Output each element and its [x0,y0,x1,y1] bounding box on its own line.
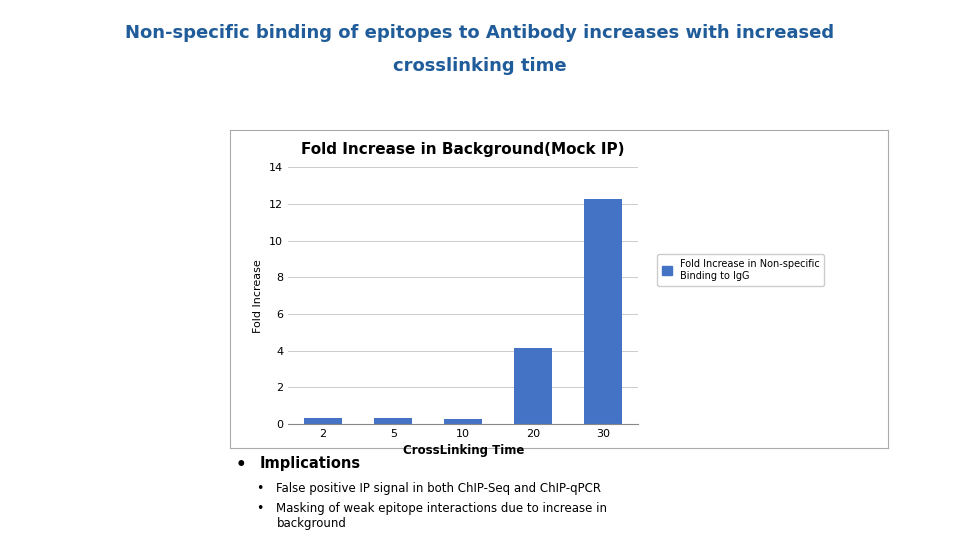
Text: Proprietary: Proprietary [835,516,893,525]
X-axis label: CrossLinking Time: CrossLinking Time [402,444,524,457]
Text: ®: ® [79,509,88,518]
Text: •: • [256,482,264,495]
Text: Non-specific binding of epitopes to Antibody increases with increased: Non-specific binding of epitopes to Anti… [126,24,834,42]
Text: crosslinking time: crosslinking time [394,57,566,75]
Bar [444,420,483,424]
Bar [584,199,622,424]
Text: Masking of weak epitope interactions due to increase in
background: Masking of weak epitope interactions due… [276,502,608,530]
Text: •: • [235,456,246,474]
Title: Fold Increase in Background(Mock IP): Fold Increase in Background(Mock IP) [301,141,625,157]
Bar [304,418,343,424]
Bar [374,418,413,424]
Text: False positive IP signal in both ChIP-Seq and ChIP-qPCR: False positive IP signal in both ChIP-Se… [276,482,602,495]
Text: Implications: Implications [259,456,360,471]
Text: Covaris: Covaris [24,510,111,531]
Text: 26: 26 [926,516,940,525]
Bar [514,348,552,424]
Text: •: • [256,502,264,515]
Y-axis label: Fold Increase: Fold Increase [253,259,263,333]
Legend: Fold Increase in Non-specific
Binding to IgG: Fold Increase in Non-specific Binding to… [658,254,825,286]
